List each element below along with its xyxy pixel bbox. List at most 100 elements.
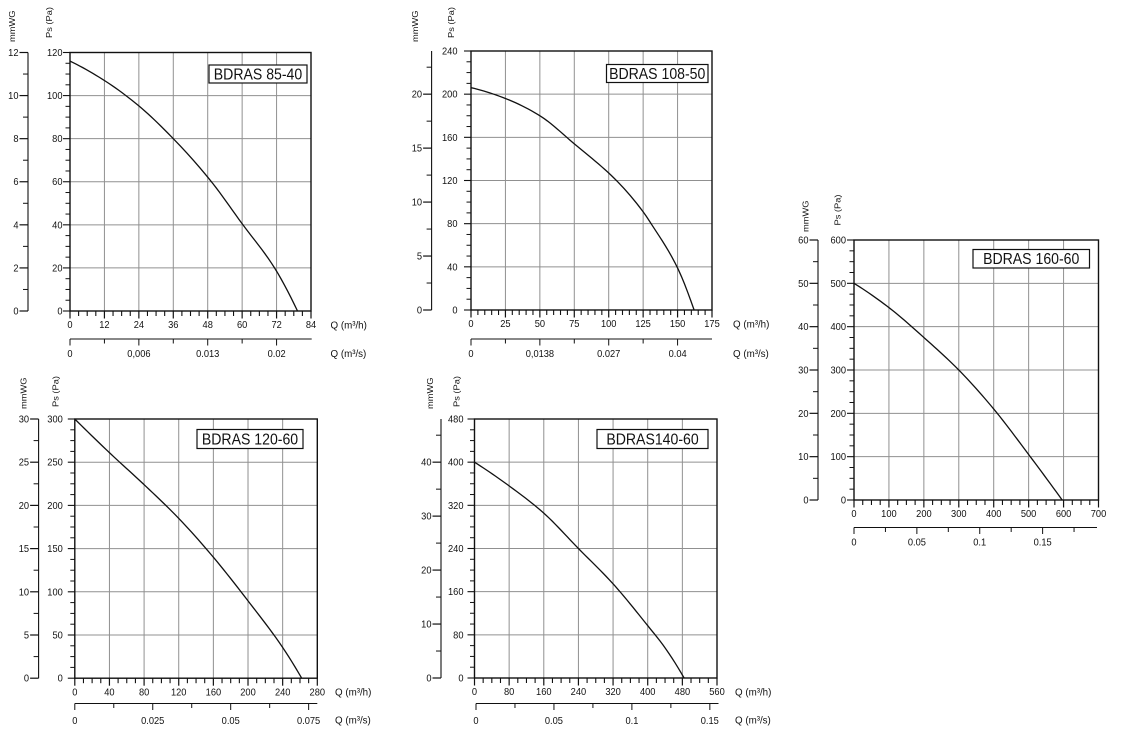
svg-text:10: 10 [8, 91, 18, 102]
svg-text:Q (m³/s): Q (m³/s) [331, 349, 367, 360]
svg-text:400: 400 [986, 509, 1001, 520]
svg-text:0: 0 [72, 716, 77, 727]
svg-text:20: 20 [412, 89, 422, 100]
svg-text:10: 10 [412, 197, 422, 208]
svg-text:0.02: 0.02 [268, 349, 286, 360]
svg-text:50: 50 [52, 630, 62, 641]
svg-text:240: 240 [571, 687, 586, 698]
svg-text:0.1: 0.1 [625, 716, 638, 727]
svg-text:240: 240 [442, 46, 457, 57]
svg-text:300: 300 [47, 414, 62, 425]
svg-text:Ps (Pa): Ps (Pa) [44, 7, 53, 38]
svg-text:Ps (Pa): Ps (Pa) [452, 376, 461, 407]
svg-text:8: 8 [13, 134, 18, 145]
svg-text:0: 0 [851, 537, 856, 548]
svg-text:0.075: 0.075 [297, 716, 320, 727]
svg-text:400: 400 [448, 457, 463, 468]
svg-text:80: 80 [139, 687, 149, 698]
svg-text:BDRAS 108-50: BDRAS 108-50 [609, 66, 705, 83]
svg-text:0: 0 [472, 687, 477, 698]
svg-text:600: 600 [1056, 509, 1071, 520]
svg-text:500: 500 [831, 279, 846, 290]
svg-text:100: 100 [47, 587, 62, 598]
svg-text:20: 20 [19, 501, 29, 512]
svg-text:320: 320 [605, 687, 620, 698]
svg-text:15: 15 [412, 143, 422, 154]
svg-text:10: 10 [421, 619, 431, 630]
svg-text:0: 0 [473, 716, 478, 727]
svg-text:BDRAS 85-40: BDRAS 85-40 [214, 67, 302, 84]
svg-text:0: 0 [426, 673, 431, 684]
svg-text:700: 700 [1091, 509, 1106, 520]
svg-text:2: 2 [13, 263, 18, 274]
svg-text:0.05: 0.05 [545, 716, 563, 727]
svg-text:160: 160 [448, 587, 463, 598]
svg-text:25: 25 [19, 457, 29, 468]
svg-text:0.025: 0.025 [141, 716, 164, 727]
svg-text:60: 60 [52, 177, 62, 188]
svg-text:15: 15 [19, 544, 29, 555]
svg-text:36: 36 [168, 320, 178, 331]
svg-text:0.1: 0.1 [973, 537, 986, 548]
svg-text:0: 0 [841, 495, 846, 506]
svg-text:Q (m³/h): Q (m³/h) [335, 687, 371, 698]
svg-text:5: 5 [24, 630, 29, 641]
svg-text:20: 20 [52, 263, 62, 274]
svg-text:150: 150 [47, 544, 62, 555]
svg-text:Q (m³/h): Q (m³/h) [735, 687, 771, 698]
svg-text:250: 250 [47, 457, 62, 468]
svg-text:175: 175 [704, 319, 719, 330]
svg-text:240: 240 [275, 687, 290, 698]
svg-text:480: 480 [675, 687, 690, 698]
svg-text:mmWG: mmWG [410, 10, 419, 42]
svg-text:125: 125 [635, 319, 650, 330]
svg-text:0.04: 0.04 [669, 349, 688, 360]
svg-text:BDRAS 160-60: BDRAS 160-60 [983, 252, 1079, 269]
svg-text:200: 200 [240, 687, 255, 698]
svg-text:480: 480 [448, 414, 463, 425]
svg-text:100: 100 [831, 452, 846, 463]
svg-text:160: 160 [206, 687, 221, 698]
svg-text:560: 560 [709, 687, 724, 698]
svg-text:60: 60 [798, 235, 808, 246]
svg-text:Q (m³/s): Q (m³/s) [733, 349, 769, 360]
svg-text:12: 12 [99, 320, 109, 331]
svg-text:280: 280 [310, 687, 325, 698]
svg-text:50: 50 [535, 319, 545, 330]
svg-text:120: 120 [47, 48, 62, 59]
svg-text:320: 320 [448, 501, 463, 512]
svg-text:40: 40 [798, 322, 808, 333]
svg-text:30: 30 [19, 414, 29, 425]
svg-text:0: 0 [67, 320, 72, 331]
svg-text:80: 80 [447, 219, 457, 230]
svg-text:Ps (Pa): Ps (Pa) [833, 194, 842, 225]
svg-text:72: 72 [271, 320, 281, 331]
svg-text:0: 0 [803, 495, 808, 506]
svg-text:0: 0 [452, 305, 457, 316]
svg-text:0.15: 0.15 [1034, 537, 1052, 548]
svg-text:mmWG: mmWG [801, 200, 810, 232]
svg-text:150: 150 [670, 319, 685, 330]
svg-text:0: 0 [468, 349, 473, 360]
svg-text:BDRAS140-60: BDRAS140-60 [606, 432, 698, 449]
svg-text:5: 5 [417, 251, 422, 262]
svg-text:0: 0 [57, 306, 62, 317]
svg-text:mmWG: mmWG [8, 10, 17, 42]
svg-text:25: 25 [500, 319, 510, 330]
svg-text:50: 50 [798, 279, 808, 290]
svg-text:40: 40 [421, 457, 431, 468]
svg-text:0.05: 0.05 [222, 716, 240, 727]
svg-text:BDRAS 120-60: BDRAS 120-60 [202, 432, 298, 449]
svg-text:Ps (Pa): Ps (Pa) [51, 376, 60, 407]
svg-text:40: 40 [52, 220, 62, 231]
svg-text:0.027: 0.027 [597, 349, 620, 360]
svg-text:Q (m³/s): Q (m³/s) [735, 715, 771, 726]
svg-text:10: 10 [798, 452, 808, 463]
svg-text:75: 75 [569, 319, 579, 330]
svg-text:0.15: 0.15 [701, 716, 719, 727]
svg-text:100: 100 [601, 319, 616, 330]
svg-text:0: 0 [468, 319, 473, 330]
svg-text:400: 400 [640, 687, 655, 698]
svg-text:6: 6 [13, 177, 18, 188]
svg-text:30: 30 [798, 365, 808, 376]
